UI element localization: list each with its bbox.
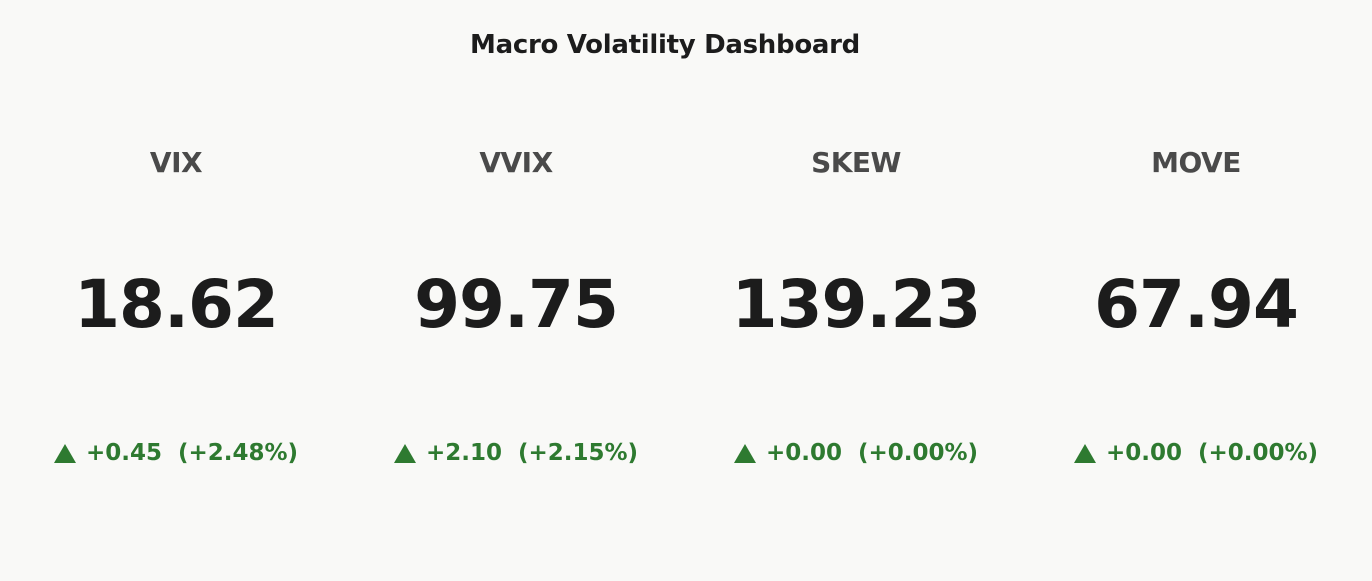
change-percent: (+2.48%) xyxy=(177,440,299,466)
change-absolute: +0.45 xyxy=(85,440,162,466)
metric-label: VIX xyxy=(149,146,203,179)
dashboard-title: Macro Volatility Dashboard xyxy=(470,30,860,60)
metric-value: 139.23 xyxy=(731,266,982,343)
metric-change: +2.10 (+2.15%) xyxy=(346,440,686,466)
metric-card-move: MOVE 67.94 +0.00 (+0.00%) xyxy=(1026,0,1366,581)
metric-label: VVIX xyxy=(479,146,553,179)
metric-card-vvix: VVIX 99.75 +2.10 (+2.15%) xyxy=(346,0,686,581)
metric-card-vix: VIX 18.62 +0.45 (+2.48%) xyxy=(6,0,346,581)
change-absolute: +0.00 xyxy=(765,440,842,466)
change-absolute: +2.10 xyxy=(425,440,502,466)
metric-change: +0.00 (+0.00%) xyxy=(686,440,1026,466)
metric-value: 99.75 xyxy=(414,266,619,343)
metric-value: 18.62 xyxy=(74,266,279,343)
metric-change: +0.45 (+2.48%) xyxy=(6,440,346,466)
change-absolute: +0.00 xyxy=(1105,440,1182,466)
metric-card-skew: SKEW 139.23 +0.00 (+0.00%) xyxy=(686,0,1026,581)
triangle-up-icon xyxy=(53,443,76,463)
metric-value: 67.94 xyxy=(1094,266,1299,343)
triangle-up-icon xyxy=(733,443,756,463)
metric-label: SKEW xyxy=(811,146,901,179)
triangle-up-icon xyxy=(1073,443,1096,463)
metric-label: MOVE xyxy=(1151,146,1241,179)
change-percent: (+0.00%) xyxy=(1197,440,1319,466)
change-percent: (+0.00%) xyxy=(857,440,979,466)
triangle-up-icon xyxy=(393,443,416,463)
change-percent: (+2.15%) xyxy=(517,440,639,466)
metric-change: +0.00 (+0.00%) xyxy=(1026,440,1366,466)
